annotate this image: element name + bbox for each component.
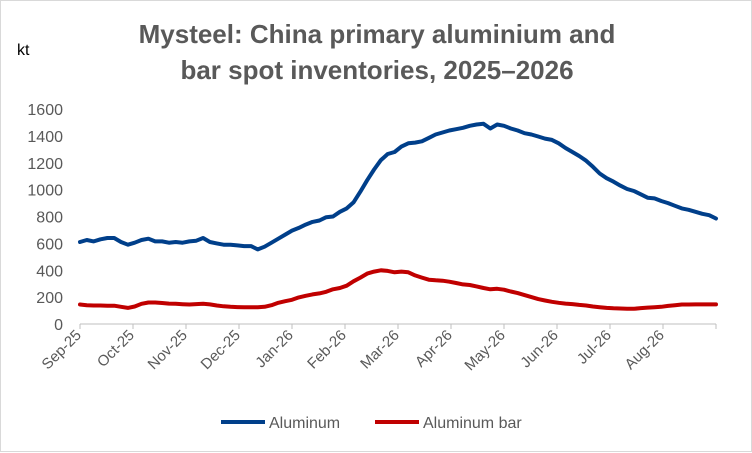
legend-item-aluminum-label: Aluminum: [269, 415, 340, 432]
x-tick-label: Nov-25: [145, 327, 191, 373]
x-tick-label: Jan-26: [252, 327, 296, 371]
y-tick-label: 200: [36, 290, 63, 307]
legend: Aluminum Aluminum bar: [221, 415, 522, 432]
x-tick-label: Dec-25: [198, 327, 244, 373]
y-tick-label: 1000: [27, 183, 63, 200]
x-axis: [79, 323, 717, 329]
x-tick-label: Apr-26: [412, 327, 456, 371]
chart-title-line-1: Mysteel: China primary aluminium and: [139, 19, 616, 49]
series-lines: [78, 121, 718, 311]
x-tick-label: Mar-26: [357, 327, 403, 373]
series-line-aluminum: [78, 121, 718, 252]
x-axis-ticks: Sep-25 Oct-25 Nov-25 Dec-25 Jan-26 Feb-26 Mar-…: [39, 327, 668, 374]
x-tick-label: Aug-26: [622, 327, 668, 373]
y-axis-unit-label: kt: [17, 42, 30, 59]
x-tick-label: Jun-26: [517, 327, 561, 371]
y-tick-label: 1400: [27, 129, 63, 146]
chart-title-line-2: bar spot inventories, 2025–2026: [180, 55, 573, 85]
x-tick-label: May-26: [461, 327, 508, 374]
y-tick-label: 400: [36, 263, 63, 280]
legend-item-aluminum-bar-label: Aluminum bar: [423, 415, 522, 432]
x-tick-label: Jul-26: [574, 327, 615, 368]
x-tick-label: Feb-26: [304, 327, 350, 373]
y-tick-label: 0: [54, 317, 63, 334]
x-tick-label: Oct-25: [94, 327, 138, 371]
y-tick-label: 800: [36, 210, 63, 227]
y-axis-ticks: 0 200 400 600 800 1000 1200 1400 1600: [27, 102, 63, 334]
y-tick-label: 1600: [27, 102, 63, 119]
y-tick-label: 1200: [27, 156, 63, 173]
series-line-aluminum-bar: [78, 268, 718, 311]
y-tick-label: 600: [36, 236, 63, 253]
